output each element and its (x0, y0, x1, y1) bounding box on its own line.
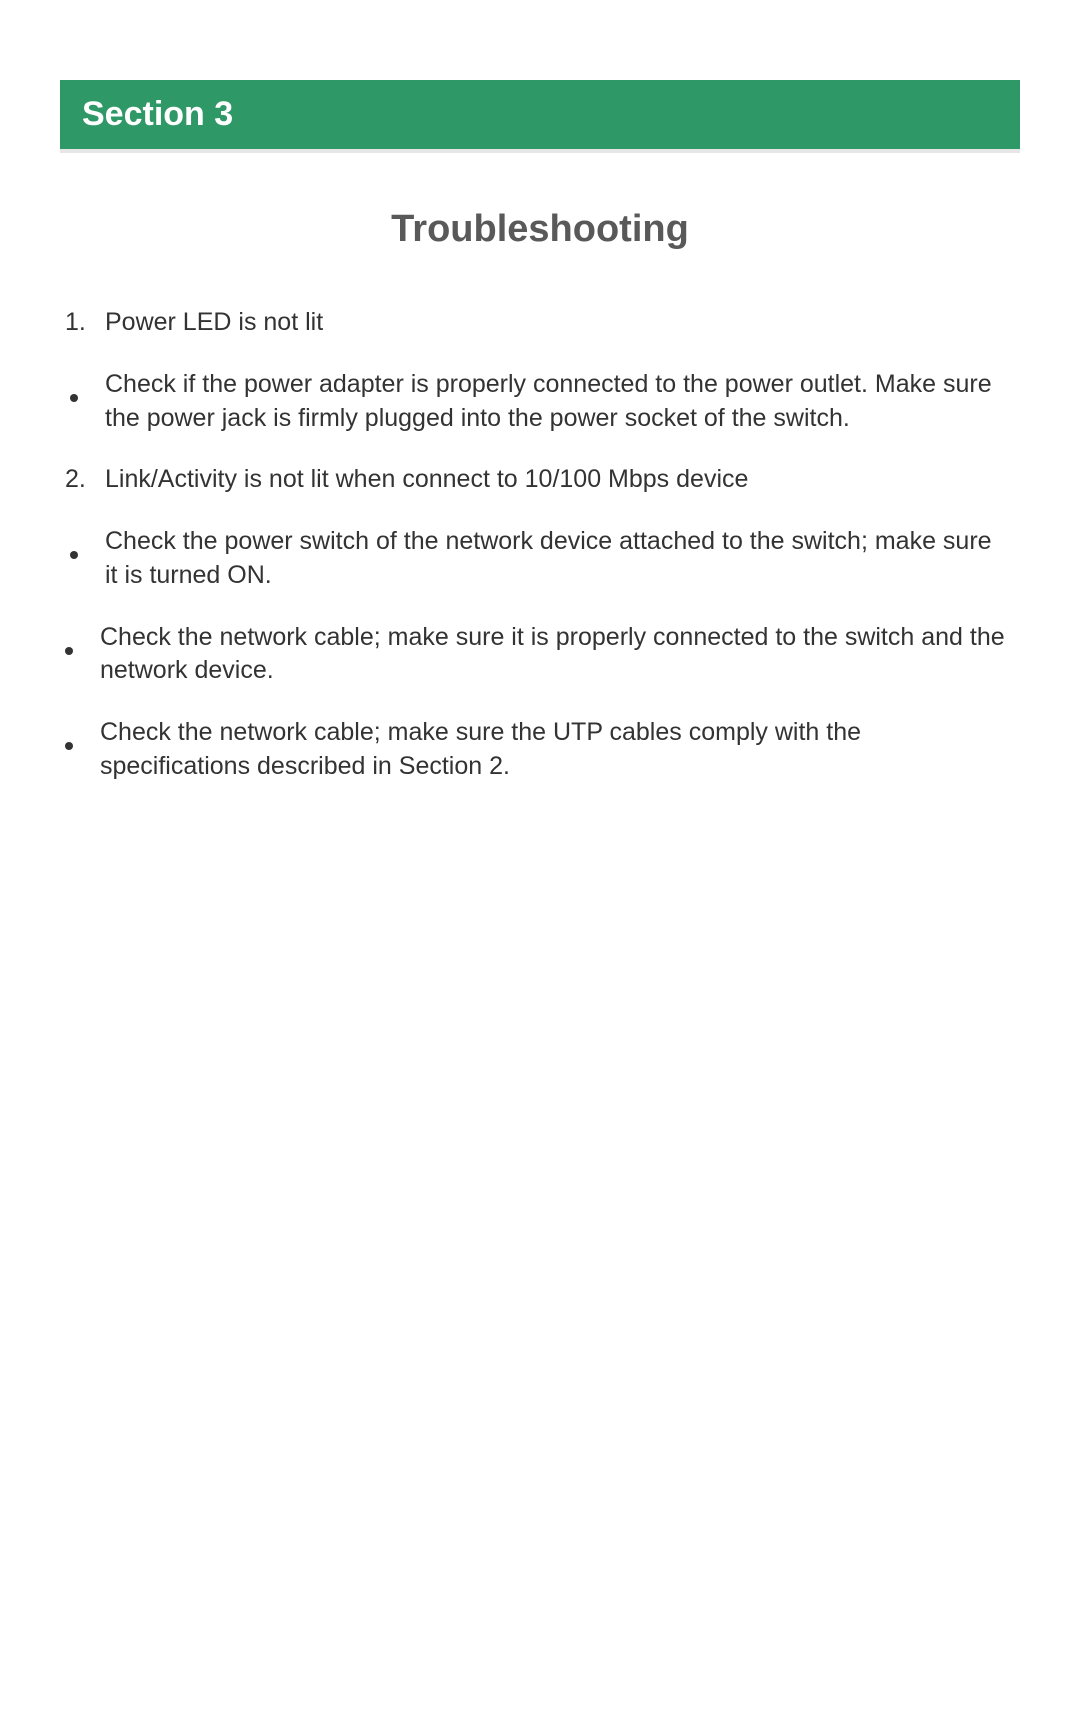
bullet-icon (70, 394, 78, 402)
bullet-icon (65, 647, 73, 655)
bullet-icon (65, 742, 73, 750)
content: 1. Power LED is not lit Check if the pow… (60, 306, 1020, 784)
list-item-text: Link/Activity is not lit when connect to… (105, 463, 1020, 497)
list-item: Check if the power adapter is properly c… (60, 368, 1020, 436)
list-marker-bullet (60, 716, 100, 784)
list-marker-bullet (60, 621, 100, 689)
list-item-text: Check the network cable; make sure the U… (100, 716, 1020, 784)
list-item: Check the power switch of the network de… (60, 525, 1020, 593)
list-item-text: Check the network cable; make sure it is… (100, 621, 1020, 689)
list-item-text: Check the power switch of the network de… (105, 525, 1020, 593)
bullet-icon (70, 551, 78, 559)
list-item: Check the network cable; make sure it is… (60, 621, 1020, 689)
page: Section 3 Troubleshooting 1. Power LED i… (0, 0, 1080, 1729)
list-marker-number: 1. (60, 306, 105, 340)
list-marker-number: 2. (60, 463, 105, 497)
page-title: Troubleshooting (60, 208, 1020, 251)
section-banner-text: Section 3 (82, 95, 233, 133)
list-marker-bullet (60, 525, 105, 593)
list-item: Check the network cable; make sure the U… (60, 716, 1020, 784)
list-marker-bullet (60, 368, 105, 436)
list-item-text: Check if the power adapter is properly c… (105, 368, 1020, 436)
list-item: 2. Link/Activity is not lit when connect… (60, 463, 1020, 497)
list-item: 1. Power LED is not lit (60, 306, 1020, 340)
list-item-text: Power LED is not lit (105, 306, 1020, 340)
section-banner: Section 3 (60, 80, 1020, 153)
